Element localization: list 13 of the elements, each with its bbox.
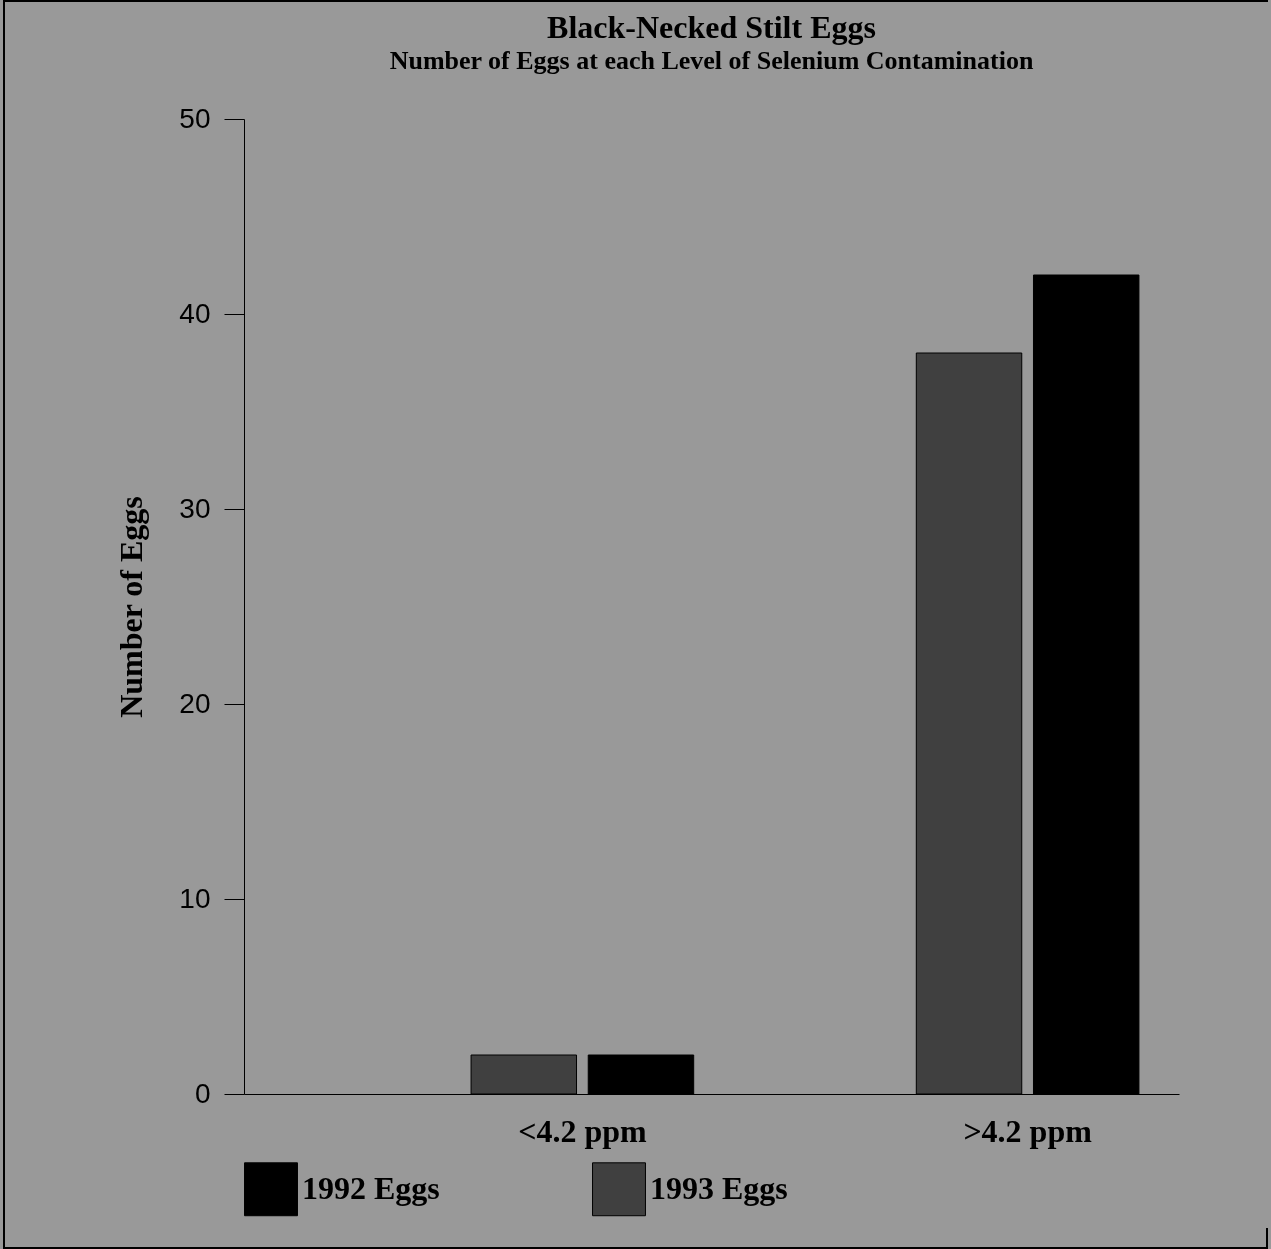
y-tick-label: 50 (179, 102, 211, 134)
y-tick-label: 20 (179, 687, 211, 719)
x-tick-label: <4.2 ppm (518, 1112, 647, 1149)
y-tick-label: 0 (194, 1077, 211, 1109)
y-tick-label: 30 (179, 492, 211, 524)
y-tick-label: 40 (179, 297, 211, 329)
chart-subtitle: Number of Eggs at each Level of Selenium Contamination (389, 46, 1034, 75)
y-tick-label: 10 (179, 882, 211, 914)
legend-label: 1993 Eggs (650, 1170, 788, 1207)
legend-label: 1992 Eggs (302, 1170, 440, 1207)
x-tick-label: >4.2 ppm (963, 1112, 1093, 1149)
y-axis-title: Number of Eggs (113, 496, 150, 718)
chart-title: Black-Necked Stilt Eggs (547, 9, 876, 45)
